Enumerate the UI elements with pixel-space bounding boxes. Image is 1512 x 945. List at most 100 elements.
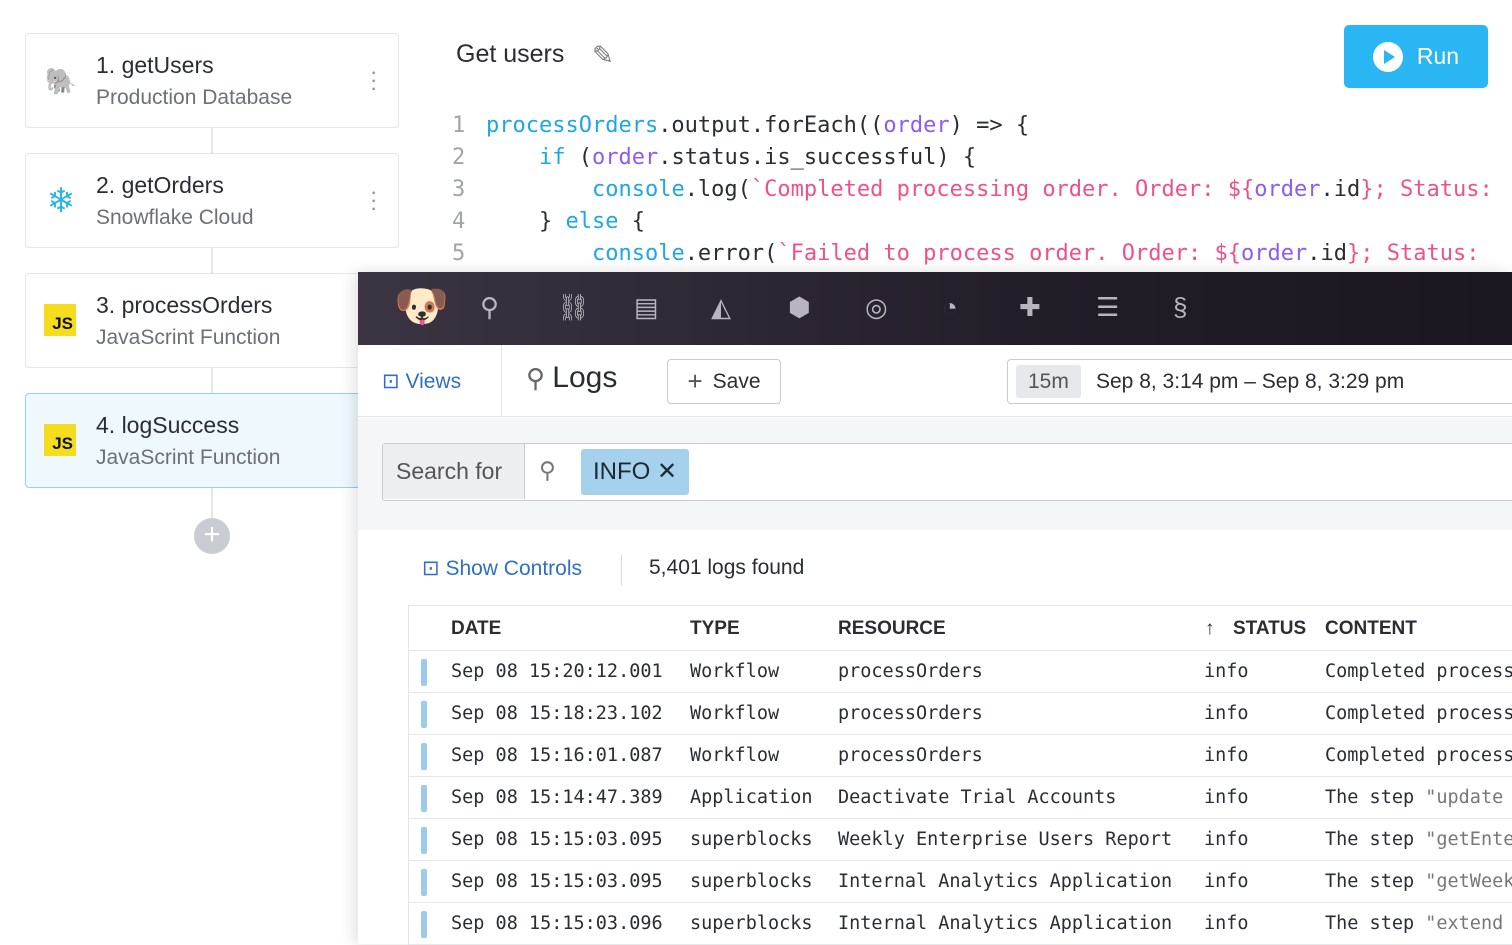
content-quoted: "getWeek	[1425, 871, 1512, 892]
step-card-getusers[interactable]: 🐘 1. getUsers Production Database · · ·	[25, 33, 399, 128]
column-type[interactable]: TYPE	[690, 618, 740, 639]
content-quoted: "extend	[1425, 913, 1504, 934]
step-card-logsuccess[interactable]: JS 4. logSuccess JavaScrint Function	[25, 393, 399, 488]
list-icon[interactable]: ▤	[634, 292, 659, 322]
code-line: 3 console.log(`Completed processing orde…	[452, 174, 1493, 206]
code-token: console	[591, 241, 685, 266]
add-step-button[interactable]: +	[194, 518, 230, 554]
column-date[interactable]: DATE	[451, 618, 502, 639]
logs-title: Logs	[552, 361, 618, 394]
content-text: The step	[1325, 913, 1426, 934]
cell-type: Workflow	[690, 745, 780, 766]
cell-status: info	[1204, 829, 1249, 850]
cell-type: superblocks	[690, 829, 813, 850]
cell-resource: Deactivate Trial Accounts	[838, 787, 1117, 808]
code-token: (	[565, 145, 592, 170]
table-row[interactable]: Sep 08 15:14:47.389 Application Deactiva…	[409, 777, 1512, 819]
content-quoted: "getEnte	[1425, 829, 1512, 850]
search-input[interactable]: Search for ⚲ INFO ✕	[382, 443, 1512, 501]
cell-date: Sep 08 15:15:03.095	[451, 829, 663, 850]
step-card-getorders[interactable]: ❄ 2. getOrders Snowflake Cloud · · ·	[25, 153, 399, 248]
postgres-icon: 🐘	[44, 65, 78, 96]
status-bar	[421, 827, 427, 854]
binoculars-icon[interactable]: ⛓	[557, 292, 591, 322]
code-token	[486, 145, 539, 170]
pencil-icon[interactable]: ✎	[592, 40, 614, 70]
cell-type: Application	[690, 787, 813, 808]
logs-toolbar: ⊡ Views ⚲ Logs + Save 15m Sep 8, 3:14 pm …	[358, 345, 1512, 417]
cell-status: info	[1204, 787, 1249, 808]
filter-icon[interactable]: ☰	[1096, 292, 1120, 322]
close-icon[interactable]: ✕	[657, 458, 678, 485]
table-row[interactable]: Sep 08 15:15:03.096 superblocks Internal…	[409, 903, 1512, 945]
table-row[interactable]: Sep 08 15:15:03.095 superblocks Weekly E…	[409, 819, 1512, 861]
datadog-logo-icon[interactable]: 🐶	[394, 282, 449, 331]
plus-icon: +	[687, 366, 703, 396]
puzzle-icon[interactable]: ✚	[1019, 292, 1041, 322]
code-token: .status.is_successful) {	[658, 145, 977, 170]
more-options-icon[interactable]: · · ·	[370, 59, 378, 100]
column-resource[interactable]: RESOURCE	[838, 618, 946, 639]
code-token: order	[1241, 241, 1308, 266]
link-icon[interactable]: §	[1173, 292, 1188, 322]
cell-date: Sep 08 15:15:03.096	[451, 913, 663, 934]
cell-type: Workflow	[690, 661, 780, 682]
code-token: .id	[1320, 177, 1361, 202]
column-status[interactable]: STATUS	[1233, 618, 1307, 639]
cell-type: superblocks	[690, 871, 813, 892]
line-number: 4	[452, 209, 466, 234]
search-icon[interactable]: ⚲	[480, 292, 500, 322]
show-controls-button[interactable]: ⊡ Show Controls	[422, 557, 582, 580]
line-number: 1	[452, 113, 466, 138]
run-button[interactable]: Run	[1344, 25, 1488, 88]
save-button[interactable]: + Save	[667, 359, 781, 404]
table-row[interactable]: Sep 08 15:20:12.001 Workflow processOrde…	[409, 651, 1512, 693]
table-row[interactable]: Sep 08 15:16:01.087 Workflow processOrde…	[409, 735, 1512, 777]
status-bar	[421, 743, 427, 770]
cell-status: info	[1204, 913, 1249, 934]
table-row[interactable]: Sep 08 15:18:23.102 Workflow processOrde…	[409, 693, 1512, 735]
more-options-icon[interactable]: · · ·	[370, 179, 378, 220]
code-token: order	[591, 145, 659, 170]
table-row[interactable]: Sep 08 15:15:03.095 superblocks Internal…	[409, 861, 1512, 903]
filter-chip-info[interactable]: INFO ✕	[581, 449, 690, 495]
logs-table: DATE TYPE RESOURCE ↑ STATUS CONTENT Sep …	[408, 605, 1512, 945]
step-card-processorders[interactable]: JS 3. processOrders JavaScrint Function	[25, 273, 399, 368]
column-content[interactable]: CONTENT	[1325, 618, 1417, 639]
snowflake-icon: ❄	[46, 182, 76, 220]
code-token	[486, 241, 592, 266]
cell-date: Sep 08 15:14:47.389	[451, 787, 663, 808]
cell-date: Sep 08 15:15:03.095	[451, 871, 663, 892]
target-icon[interactable]: ◎	[865, 292, 888, 322]
content-text: The step	[1325, 871, 1426, 892]
time-range: Sep 8, 3:14 pm – Sep 8, 3:29 pm	[1096, 370, 1405, 393]
cell-date: Sep 08 15:20:12.001	[451, 661, 663, 682]
code-token: }; Status:	[1360, 177, 1493, 202]
gauge-icon[interactable]: ◔	[942, 292, 958, 322]
cell-type: Workflow	[690, 703, 780, 724]
code-token: console	[591, 177, 685, 202]
code-token: .id	[1307, 241, 1347, 266]
status-bar	[421, 659, 427, 686]
code-token: .error(	[684, 241, 778, 266]
cell-resource: Internal Analytics Application	[838, 871, 1173, 892]
code-token: processOrders	[486, 113, 659, 138]
time-range-picker[interactable]: 15m Sep 8, 3:14 pm – Sep 8, 3:29 pm	[1007, 359, 1512, 404]
views-button[interactable]: ⊡ Views	[382, 370, 462, 393]
cell-content: The step "getWeek	[1325, 871, 1512, 892]
cell-content: The step "update	[1325, 787, 1503, 808]
cell-status: info	[1204, 661, 1249, 682]
cell-content: Completed process	[1325, 703, 1512, 724]
content-quoted: "update	[1425, 787, 1504, 808]
cell-resource: Internal Analytics Application	[838, 913, 1173, 934]
area-chart-icon[interactable]: ◭	[711, 292, 731, 322]
top-nav: 🐶 ⚲ ⛓ ▤ ◭ ⬢ ◎ ◔ ✚ ☰ §	[358, 272, 1512, 345]
status-bar	[421, 911, 427, 938]
hexagons-icon[interactable]: ⬢	[788, 292, 811, 322]
sort-arrow-up-icon[interactable]: ↑	[1205, 618, 1215, 639]
logs-panel: 🐶 ⚲ ⛓ ▤ ◭ ⬢ ◎ ◔ ✚ ☰ § ⊡ Views ⚲ Logs + Save 15m Se…	[358, 272, 1512, 945]
content-text: Completed process	[1325, 703, 1512, 724]
code-editor[interactable]: 1 processOrders.output.forEach((order) =>…	[452, 110, 1493, 270]
code-token: if	[538, 145, 566, 170]
cell-resource: processOrders	[838, 745, 983, 766]
